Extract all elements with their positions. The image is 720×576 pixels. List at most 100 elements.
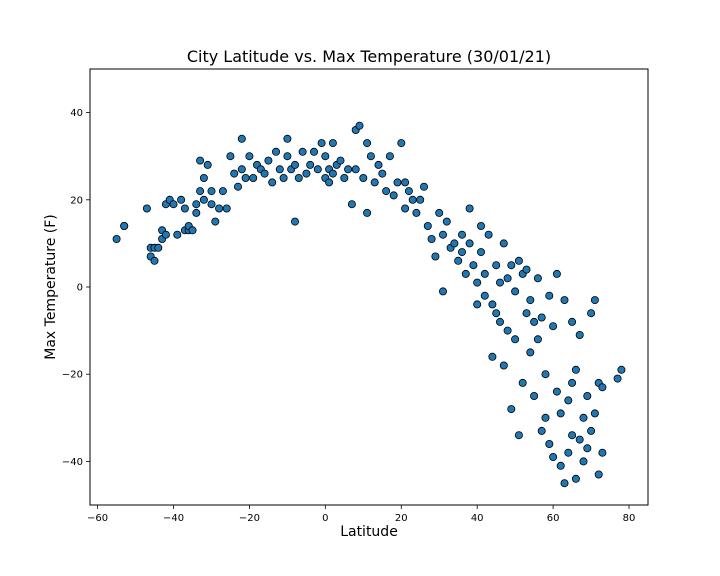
data-point: [317, 139, 326, 148]
y-tick-label: −40: [62, 457, 83, 468]
data-point: [431, 252, 440, 261]
data-point: [545, 439, 554, 448]
data-point: [552, 269, 561, 278]
data-point: [169, 200, 178, 209]
data-point: [568, 431, 577, 440]
data-point: [260, 169, 269, 178]
x-tick-label: −20: [239, 513, 260, 524]
data-point: [545, 291, 554, 300]
data-point: [196, 156, 205, 165]
data-point: [321, 152, 330, 161]
data-point: [438, 230, 447, 239]
data-point: [476, 221, 485, 230]
data-point: [556, 409, 565, 418]
data-point: [484, 230, 493, 239]
data-point: [568, 378, 577, 387]
data-point: [230, 169, 239, 178]
data-point: [514, 431, 523, 440]
data-point: [560, 479, 569, 488]
data-point: [199, 173, 208, 182]
data-point: [275, 165, 284, 174]
data-point: [571, 474, 580, 483]
x-tick-label: 20: [395, 513, 408, 524]
data-point: [207, 200, 216, 209]
data-point: [507, 405, 516, 414]
data-point: [492, 309, 501, 318]
data-point: [222, 204, 231, 213]
data-point: [541, 370, 550, 379]
data-point: [575, 330, 584, 339]
data-point: [503, 274, 512, 283]
data-point: [359, 173, 368, 182]
x-tick-label: −60: [87, 513, 108, 524]
data-point: [583, 444, 592, 453]
data-point: [404, 187, 413, 196]
data-point: [556, 461, 565, 470]
data-point: [492, 261, 501, 270]
data-point: [306, 160, 315, 169]
data-point: [161, 230, 170, 239]
y-tick-label: 0: [77, 283, 83, 294]
data-point: [389, 191, 398, 200]
data-point: [271, 147, 280, 156]
data-point: [450, 239, 459, 248]
data-point: [598, 448, 607, 457]
data-point: [344, 165, 353, 174]
data-point: [438, 287, 447, 296]
data-point: [408, 195, 417, 204]
data-point: [215, 204, 224, 213]
data-point: [488, 352, 497, 361]
y-axis-label: Max Temperature (F): [43, 214, 59, 360]
data-point: [340, 173, 349, 182]
data-point: [457, 248, 466, 257]
x-tick-label: 80: [623, 513, 636, 524]
data-point: [564, 396, 573, 405]
y-tick-label: −20: [62, 370, 83, 381]
data-point: [480, 269, 489, 278]
data-points: [112, 121, 626, 488]
data-point: [473, 300, 482, 309]
data-point: [541, 413, 550, 422]
data-point: [476, 248, 485, 257]
data-point: [575, 435, 584, 444]
data-point: [370, 178, 379, 187]
data-point: [533, 274, 542, 283]
data-point: [237, 134, 246, 143]
data-point: [579, 413, 588, 422]
data-point: [241, 173, 250, 182]
data-point: [587, 426, 596, 435]
data-point: [435, 208, 444, 217]
data-point: [465, 204, 474, 213]
data-point: [382, 187, 391, 196]
y-tick-label: 40: [70, 108, 83, 119]
data-point: [351, 165, 360, 174]
x-tick-label: 60: [547, 513, 560, 524]
data-point: [552, 387, 561, 396]
data-point: [397, 139, 406, 148]
data-point: [294, 173, 303, 182]
data-point: [499, 239, 508, 248]
data-point: [564, 448, 573, 457]
data-point: [298, 147, 307, 156]
x-tick-label: 40: [471, 513, 484, 524]
data-point: [142, 204, 151, 213]
data-point: [416, 195, 425, 204]
data-point: [328, 169, 337, 178]
data-point: [503, 326, 512, 335]
data-point: [427, 234, 436, 243]
data-point: [355, 121, 364, 130]
data-point: [522, 309, 531, 318]
x-axis-ticks: −60 −40 −20 0 20 40 60 80: [87, 505, 635, 524]
data-point: [401, 178, 410, 187]
data-point: [245, 152, 254, 161]
y-tick-label: 20: [70, 195, 83, 206]
data-point: [518, 378, 527, 387]
data-point: [378, 169, 387, 178]
data-point: [325, 178, 334, 187]
data-point: [590, 409, 599, 418]
data-point: [419, 182, 428, 191]
data-point: [249, 173, 258, 182]
x-axis-label: Latitude: [340, 524, 398, 540]
x-tick-label: 0: [322, 513, 328, 524]
